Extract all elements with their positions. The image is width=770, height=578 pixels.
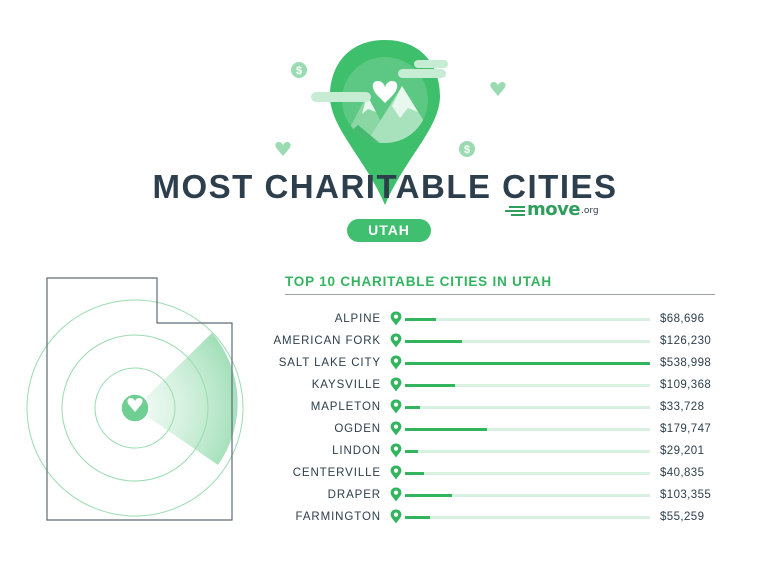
value-label: $126,230 [660, 335, 712, 347]
bar-track [405, 494, 650, 497]
bar [405, 494, 452, 497]
bar-track [405, 428, 650, 431]
chart-row: ALPINE $68,696 [0, 308, 770, 330]
map-pin-icon [390, 333, 402, 353]
cloud-icon [311, 60, 448, 102]
city-label: FARMINGTON [295, 511, 381, 523]
svg-text:$: $ [464, 144, 470, 156]
city-label: AMERICAN FORK [273, 335, 381, 347]
chart-row: OGDEN $179,747 [0, 418, 770, 440]
bar [405, 362, 650, 365]
map-pin-icon [390, 399, 402, 419]
brand-name: move [527, 199, 581, 220]
bar [405, 450, 418, 453]
bar-track [405, 516, 650, 519]
chart-row: CENTERVILLE $40,835 [0, 462, 770, 484]
value-label: $33,728 [660, 401, 705, 413]
city-label: SALT LAKE CITY [278, 357, 381, 369]
map-pin-icon [390, 443, 402, 463]
value-label: $103,355 [660, 489, 712, 501]
header-illustration: $ $ [275, 40, 506, 205]
chart-divider [285, 294, 715, 295]
bar [405, 318, 436, 321]
dollar-coin-icon: $ [291, 62, 307, 78]
bar-track [405, 340, 650, 343]
bar [405, 428, 487, 431]
map-radar-rings [26, 299, 244, 517]
chart-row: LINDON $29,201 [0, 440, 770, 462]
page-title: MOST CHARITABLE CITIES [152, 168, 618, 205]
map-pin-icon [390, 487, 402, 507]
chart-row: SALT LAKE CITY $538,998 [0, 352, 770, 374]
bar-track [405, 450, 650, 453]
heart-icon [127, 398, 143, 412]
state-badge: UTAH [347, 219, 431, 242]
utah-outline [46, 277, 233, 521]
value-label: $68,696 [660, 313, 705, 325]
chart-row: FARMINGTON $55,259 [0, 506, 770, 528]
city-label: OGDEN [334, 423, 381, 435]
heart-icon [490, 82, 506, 96]
heart-icon [275, 142, 291, 156]
brand-tld: .org [581, 206, 599, 216]
map-pin-icon [390, 355, 402, 375]
map-pin-icon [390, 311, 402, 331]
chart-row: MAPLETON $33,728 [0, 396, 770, 418]
bar-track [405, 406, 650, 409]
value-label: $40,835 [660, 467, 705, 479]
city-label: ALPINE [334, 313, 381, 325]
chart-row: AMERICAN FORK $126,230 [0, 330, 770, 352]
bar-track [405, 472, 650, 475]
map-pin-icon [390, 465, 402, 485]
bar [405, 472, 424, 475]
map-pin-mountain-icon [330, 40, 440, 205]
city-label: MAPLETON [310, 401, 381, 413]
city-label: DRAPER [327, 489, 381, 501]
map-pin-icon [390, 421, 402, 441]
chart-row: KAYSVILLE $109,368 [0, 374, 770, 396]
value-label: $538,998 [660, 357, 712, 369]
value-label: $179,747 [660, 423, 712, 435]
bar [405, 384, 455, 387]
dollar-coin-icon: $ [459, 141, 475, 157]
bar-track [405, 384, 650, 387]
city-label: LINDON [332, 445, 381, 457]
chart-row: DRAPER $103,355 [0, 484, 770, 506]
map-pin-icon [390, 509, 402, 529]
city-label: CENTERVILLE [292, 467, 381, 479]
value-label: $55,259 [660, 511, 705, 523]
svg-text:$: $ [296, 65, 302, 77]
map-radar-beam [135, 333, 238, 465]
bar-track [405, 318, 650, 321]
value-label: $109,368 [660, 379, 712, 391]
bar [405, 340, 462, 343]
chart-title: TOP 10 CHARITABLE CITIES IN UTAH [285, 274, 552, 289]
bar [405, 516, 430, 519]
map-pin-icon [390, 377, 402, 397]
value-label: $29,201 [660, 445, 705, 457]
bar [405, 406, 420, 409]
speed-lines-icon [505, 206, 525, 216]
city-label: KAYSVILLE [311, 379, 381, 391]
